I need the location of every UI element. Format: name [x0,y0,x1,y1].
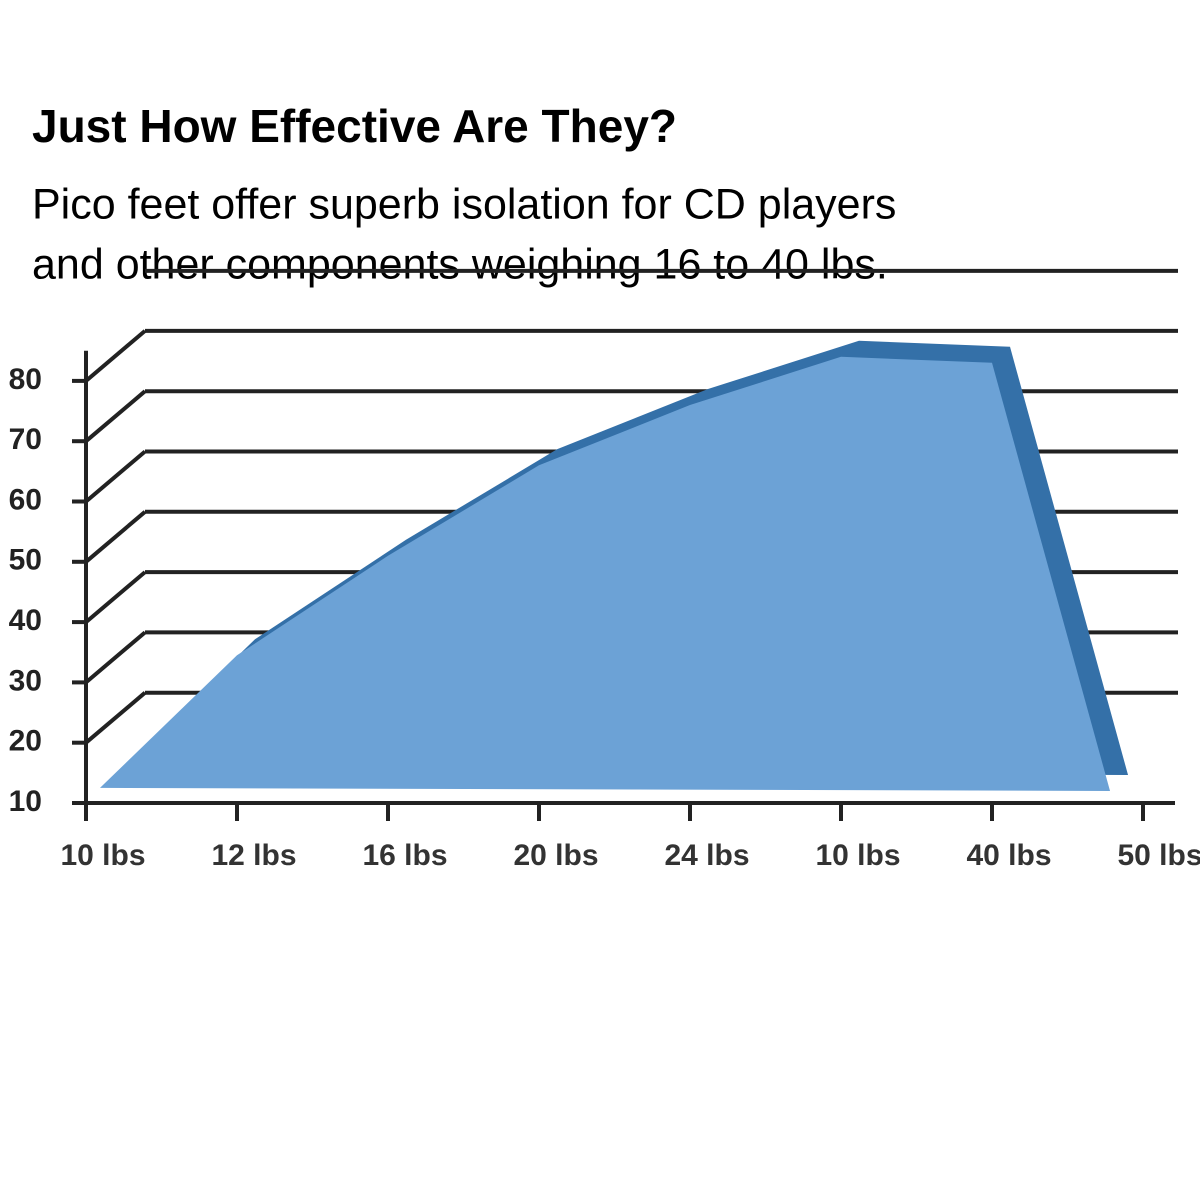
grid-line [84,630,147,684]
x-tick-label: 40 lbs [966,839,1051,872]
x-tick-label: 10 lbs [60,839,145,872]
x-tick-label: 10 lbs [815,839,900,872]
y-tick-label: 40 [9,604,42,637]
y-tick-label: 20 [9,725,42,758]
grid-line [84,389,147,443]
x-tick-label: 16 lbs [362,839,447,872]
y-tick-label: 30 [9,664,42,697]
y-tick-label: 60 [9,483,42,516]
x-tick-label: 20 lbs [513,839,598,872]
x-tick-label: 50 lbs [1117,839,1200,872]
y-tick-label: 10 [9,785,42,818]
area [100,356,1110,791]
grid-line [84,449,147,504]
y-tick-label: 70 [9,423,42,456]
chart-subtitle: Pico feet offer superb isolation for CD … [32,180,896,228]
x-tick-label: 12 lbs [211,839,296,872]
chart-subtitle: and other components weighing 16 to 40 l… [32,240,888,288]
y-tick-label: 50 [9,544,42,577]
y-tick-label: 80 [9,363,42,396]
grid-line [84,329,147,383]
x-tick-label: 24 lbs [664,839,749,872]
grid-line [84,691,147,745]
chart-title: Just How Effective Are They? [32,100,677,152]
grid-line [84,570,147,624]
grid-line [84,510,147,564]
